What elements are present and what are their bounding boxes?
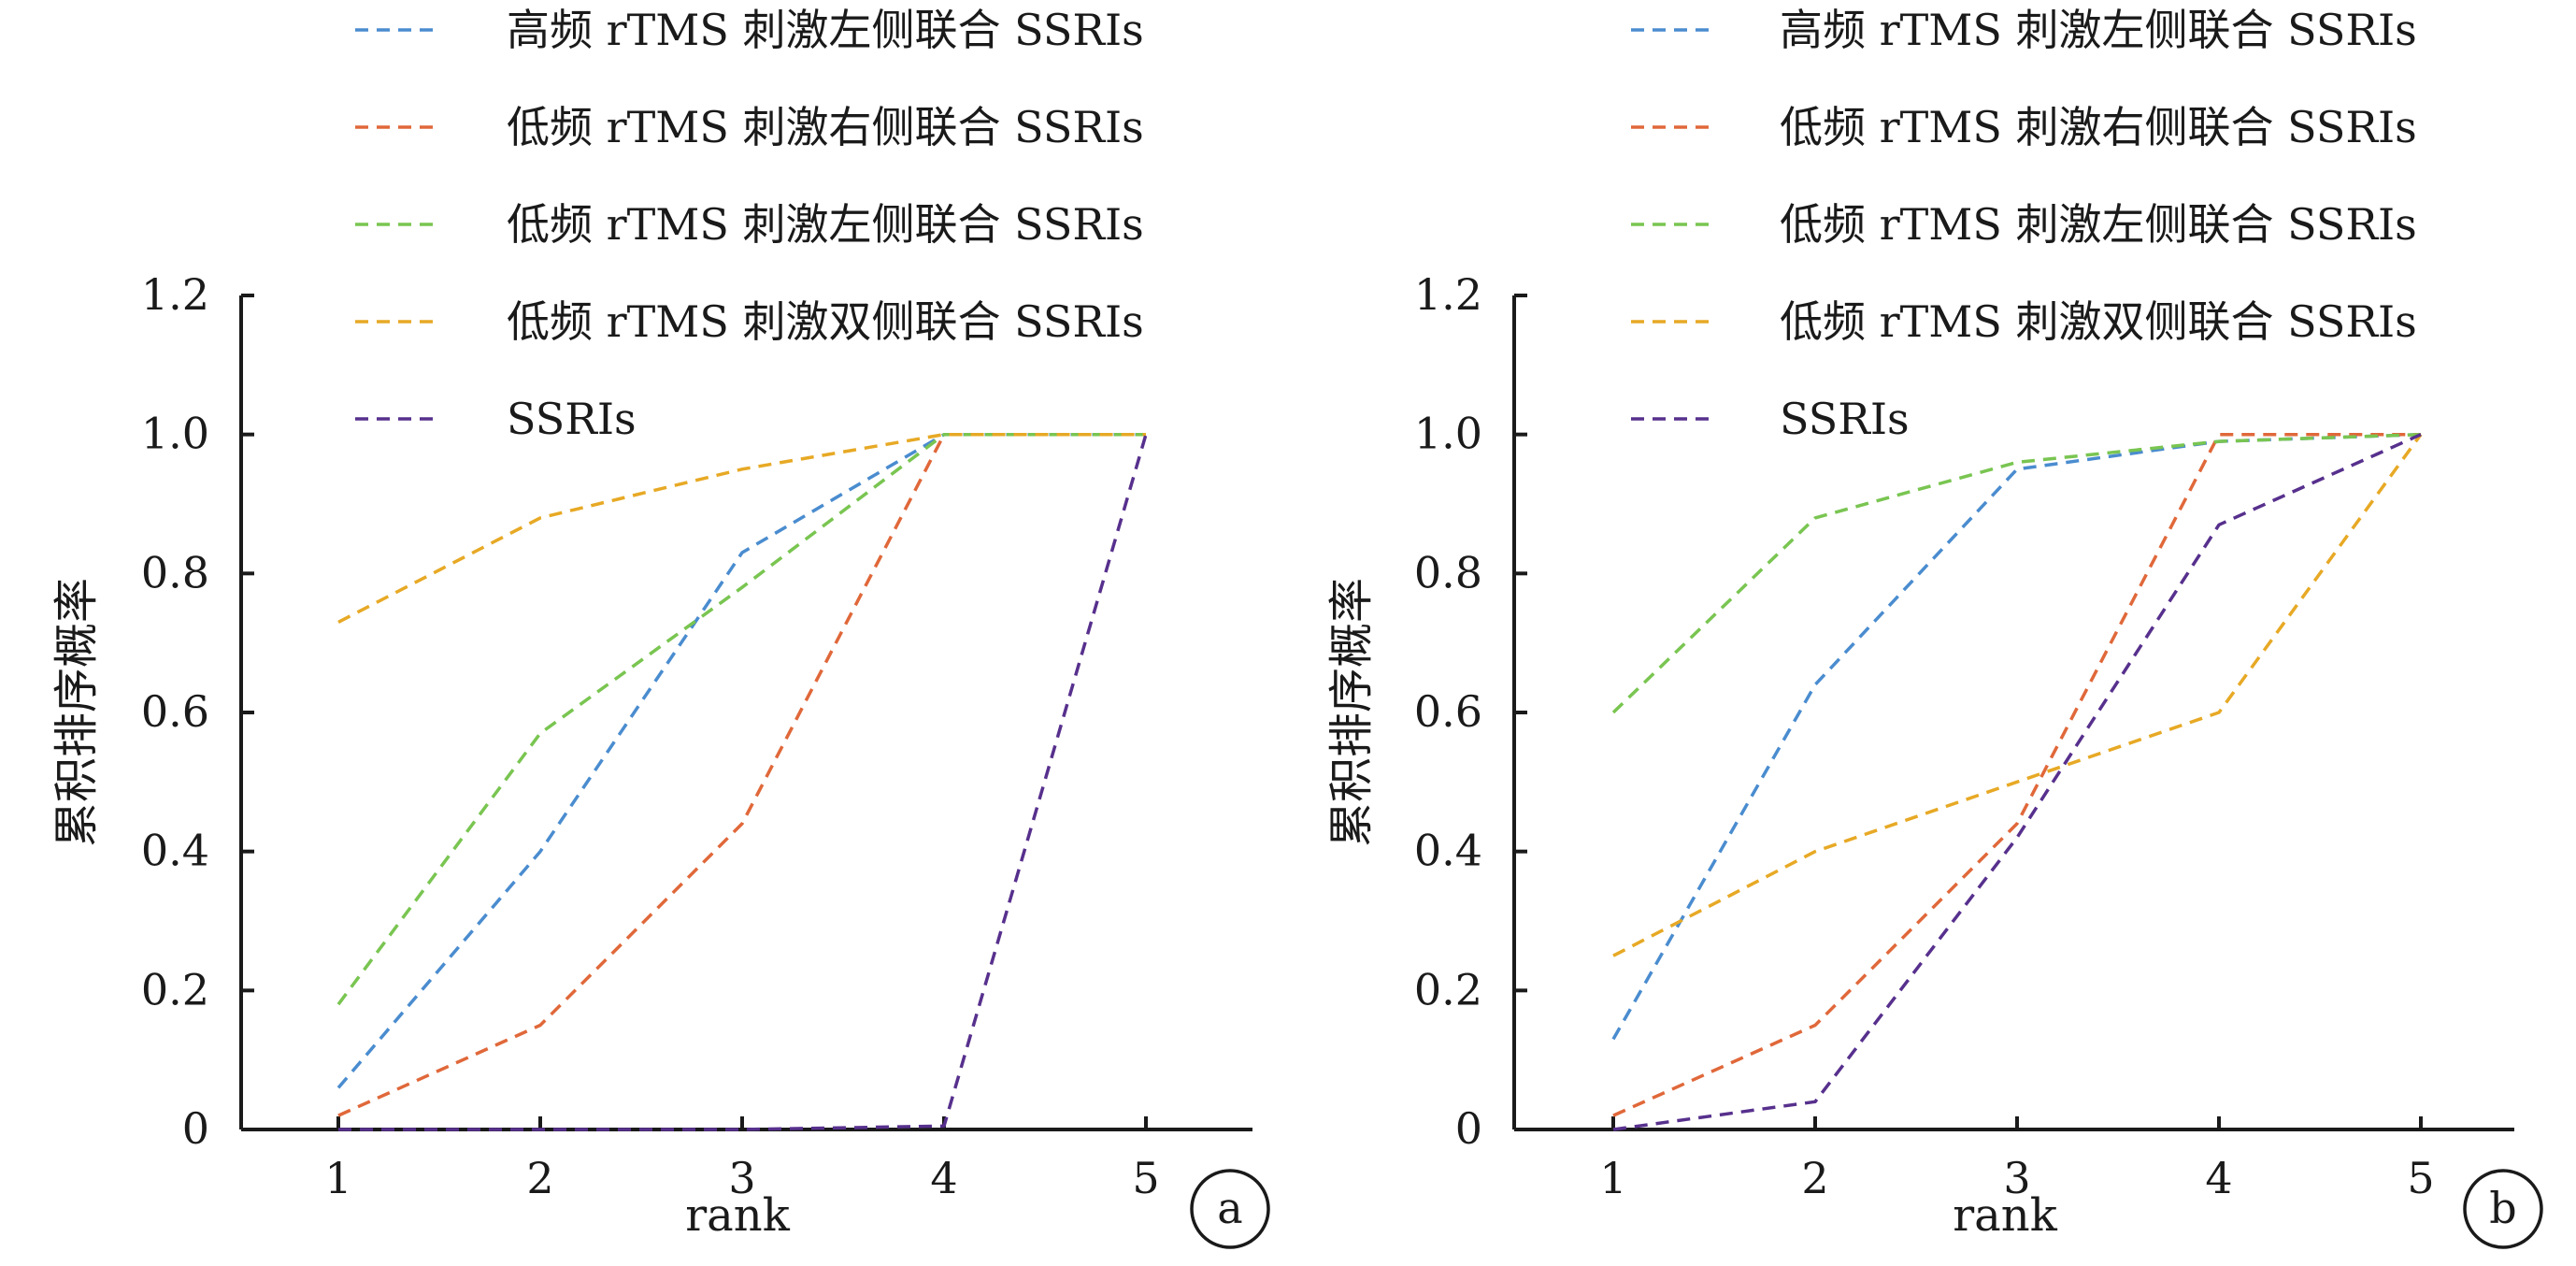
x-tick-label: 5 — [1132, 1153, 1159, 1203]
series-line — [336, 432, 1146, 1006]
y-axis-title: 累积排序概率 — [50, 578, 103, 847]
y-tick-label: 0.4 — [1414, 826, 1482, 876]
y-tick-label: 0.2 — [1414, 964, 1482, 1014]
legend-entry: SSRIs — [1780, 394, 1910, 444]
legend-entry: SSRIs — [507, 394, 637, 444]
series-line — [1612, 433, 2423, 957]
chart-panel-a: 0 0.2 0.4 0.6 0.8 1.0 1.2 1 2 3 4 5 rank 累积排序概率 高频 rTM… — [50, 5, 1270, 1249]
legend-entry: 低频 rTMS 刺激右侧联合 SSRIs — [507, 102, 1144, 152]
panel-tag-label: b — [2489, 1183, 2516, 1233]
series-line — [337, 432, 1146, 1117]
x-tick-label: 4 — [2205, 1153, 2232, 1203]
series-line — [336, 432, 1146, 1089]
series-line — [337, 432, 1146, 624]
panel-tag-circle — [2463, 1169, 2543, 1249]
y-tick-label: 1.0 — [141, 409, 209, 459]
series-line — [1611, 432, 2422, 1041]
x-tick-label: 2 — [1801, 1153, 1828, 1203]
x-tick-label: 4 — [930, 1153, 957, 1203]
legend-entry: 高频 rTMS 刺激左侧联合 SSRIs — [507, 5, 1144, 55]
y-tick-label: 0.6 — [1414, 686, 1482, 737]
legend-entry: 低频 rTMS 刺激双侧联合 SSRIs — [1780, 296, 2417, 347]
series-line — [338, 434, 1148, 1131]
y-tick-label: 0 — [1455, 1103, 1482, 1154]
x-axis-title: rank — [685, 1189, 790, 1242]
y-tick-label: 0 — [182, 1103, 209, 1154]
panel-tag-label: a — [1217, 1183, 1242, 1233]
y-tick-label: 0.8 — [1414, 547, 1482, 597]
series-line — [1612, 432, 2421, 1117]
series-line — [1612, 433, 2422, 1131]
legend-entry: 低频 rTMS 刺激左侧联合 SSRIs — [1780, 199, 2417, 250]
x-tick-label: 3 — [728, 1153, 755, 1203]
x-tick-label: 3 — [2003, 1153, 2030, 1203]
panel-tag-circle — [1190, 1169, 1270, 1249]
y-tick-label: 0.2 — [141, 964, 209, 1014]
legend-entry: 低频 rTMS 刺激双侧联合 SSRIs — [507, 296, 1144, 347]
x-tick-label: 5 — [2407, 1153, 2434, 1203]
legend-entry: 低频 rTMS 刺激右侧联合 SSRIs — [1780, 102, 2417, 152]
chart-panel-b: 0 0.2 0.4 0.6 0.8 1.0 1.2 1 2 3 4 5 rank 累积排序概率 高频 rTM… — [1325, 5, 2543, 1249]
legend-entry: 高频 rTMS 刺激左侧联合 SSRIs — [1780, 5, 2417, 55]
x-axis-title: rank — [1953, 1189, 2057, 1242]
y-axis-title: 累积排序概率 — [1325, 578, 1378, 847]
legend-entry: 低频 rTMS 刺激左侧联合 SSRIs — [507, 199, 1144, 250]
y-tick-label: 0.8 — [141, 547, 209, 597]
series-line — [1611, 432, 2422, 714]
y-tick-label: 1.2 — [1414, 269, 1482, 320]
y-tick-label: 1.2 — [141, 269, 209, 320]
x-tick-label: 1 — [1599, 1153, 1626, 1203]
y-tick-label: 0.4 — [141, 826, 209, 876]
x-tick-label: 2 — [526, 1153, 553, 1203]
y-tick-label: 0.6 — [141, 686, 209, 737]
x-tick-label: 1 — [324, 1153, 351, 1203]
y-tick-label: 1.0 — [1414, 409, 1482, 459]
